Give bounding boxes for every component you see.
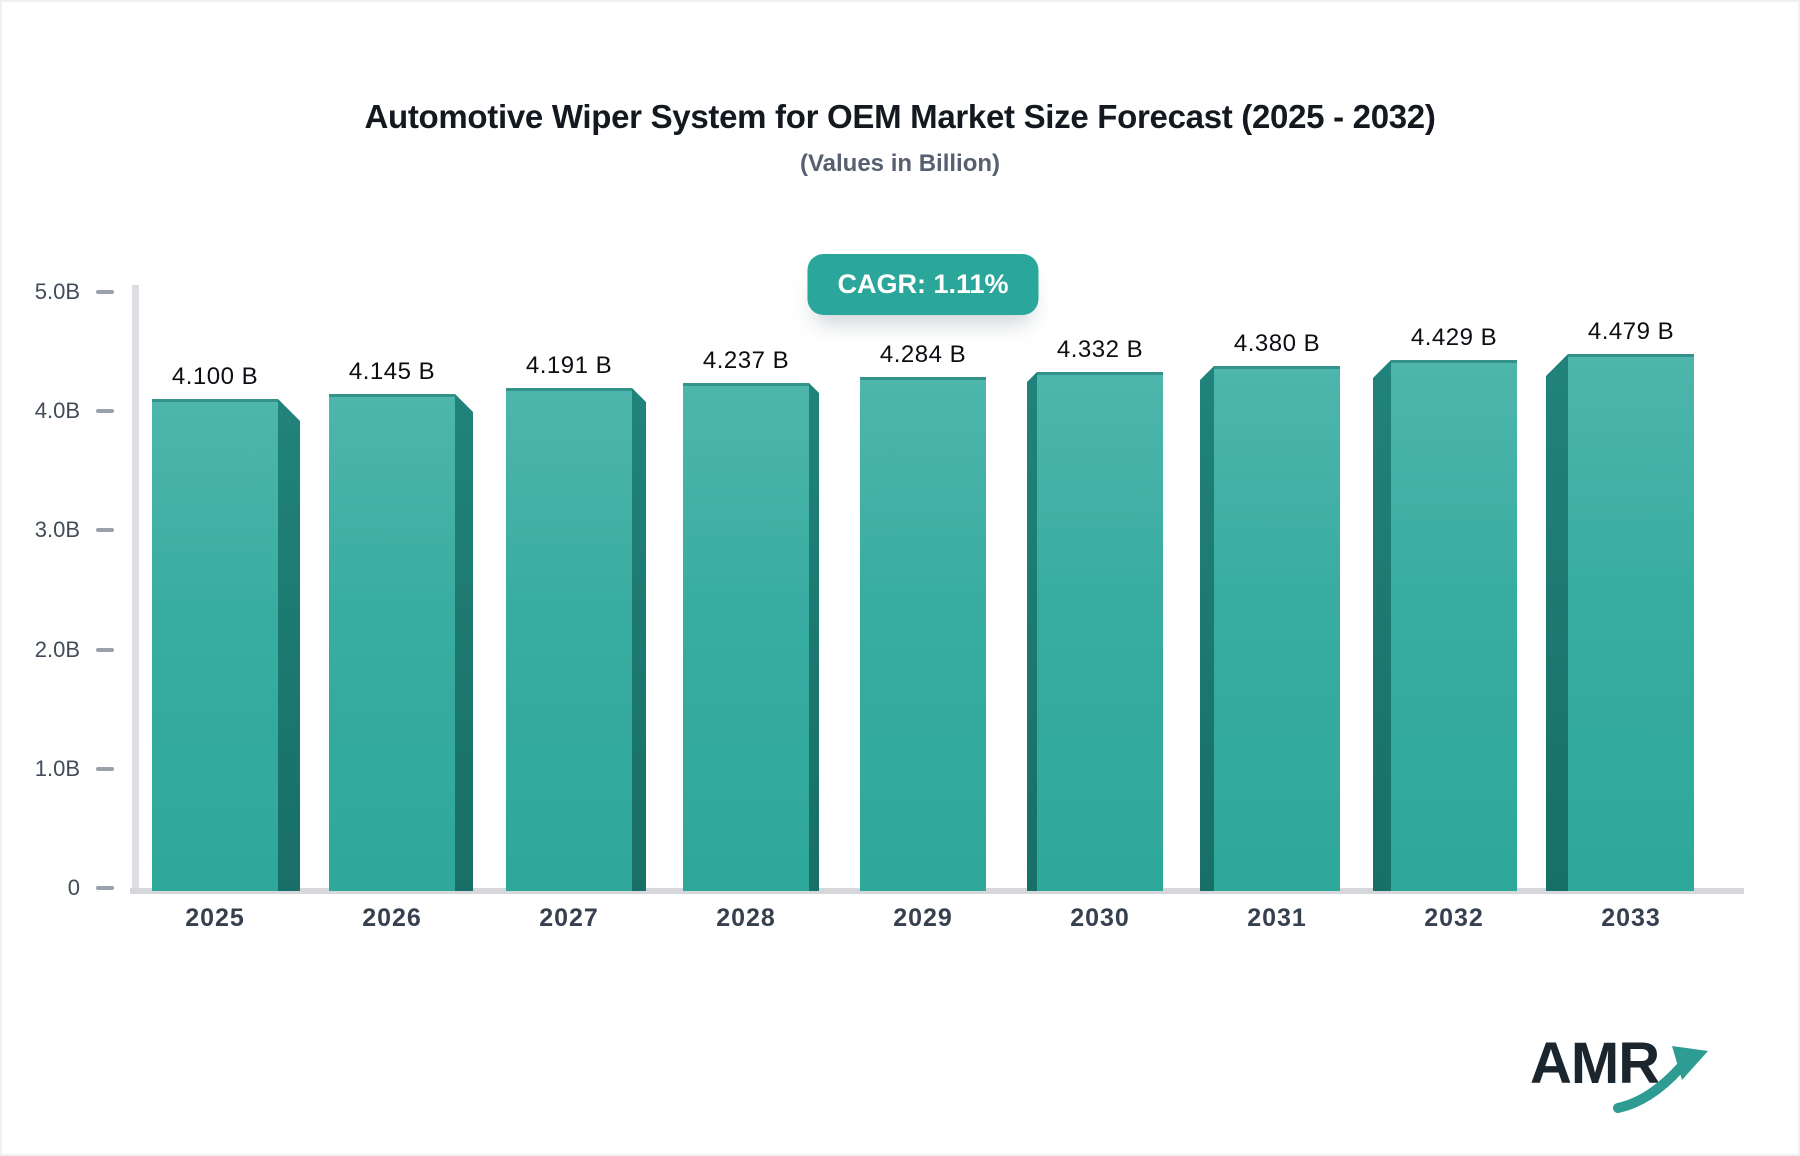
bar-value-label: 4.332 B [1056,336,1144,363]
bar-value-label: 4.100 B [171,363,259,390]
y-axis-line [132,285,139,893]
bar-face [860,377,986,891]
y-tick-label: 2.0B [34,637,80,662]
bar-face [1037,372,1163,891]
bar-side-shadow [809,383,819,891]
bar-2027 [506,388,646,891]
x-axis-category-label: 2025 [185,904,245,932]
x-axis-category-label: 2030 [1070,904,1130,932]
bar-face [1214,366,1340,891]
bar-2031 [1200,366,1340,891]
amr-logo-text: AMR [1530,1031,1660,1096]
bar-side-shadow [1546,354,1568,891]
bar-face [1568,354,1694,891]
bar-2028 [683,383,819,891]
bar-value-label: 4.237 B [702,347,790,374]
y-tick-mark [96,409,114,413]
bar-face [683,383,809,891]
bar-side-shadow [632,388,646,891]
bar-value-label: 4.191 B [525,352,613,379]
bar-face [1391,360,1517,891]
x-axis-category-label: 2032 [1424,904,1484,932]
bar-value-label: 4.479 B [1587,318,1675,345]
bar-face [506,388,632,891]
chart-subtitle: (Values in Billion) [799,150,1001,177]
bar-2029 [860,377,986,891]
bar-2033 [1546,354,1694,891]
bar-2030 [1027,372,1163,891]
chart-title: Automotive Wiper System for OEM Market S… [364,98,1436,135]
y-tick-mark [96,290,114,294]
x-axis-category-label: 2029 [893,904,953,932]
y-tick-label: 5.0B [34,279,80,304]
bar-side-shadow [278,399,300,891]
y-tick-label: 3.0B [34,517,80,542]
y-tick-label: 1.0B [34,756,80,781]
growth-arrow-icon [1613,1046,1708,1113]
bar-value-label: 4.284 B [879,341,967,368]
bar-2025 [152,399,300,891]
x-axis-category-label: 2026 [362,904,422,932]
amr-logo: AMR [1530,1030,1780,1122]
x-axis-line [130,888,1744,894]
bar-2026 [329,394,473,891]
bar-face [152,399,278,891]
bar-value-label: 4.429 B [1410,324,1498,351]
y-tick-mark [96,528,114,532]
bar-side-shadow [1373,360,1391,891]
bar-face [329,394,455,891]
y-tick-label: 4.0B [34,398,80,423]
y-tick-mark [96,886,114,890]
y-tick-mark [96,767,114,771]
bar-side-shadow [455,394,473,891]
bar-value-label: 4.145 B [348,358,436,385]
bar-side-shadow [1200,366,1214,891]
x-axis-category-label: 2028 [716,904,776,932]
y-tick-mark [96,648,114,652]
bar-side-shadow [1027,372,1037,891]
x-axis-category-label: 2033 [1601,904,1661,932]
x-axis-category-label: 2031 [1247,904,1307,932]
bar-2032 [1373,360,1517,891]
x-axis-category-label: 2027 [539,904,599,932]
bar-value-label: 4.380 B [1233,330,1321,357]
cagr-badge: CAGR: 1.11% [807,254,1039,315]
y-tick-label: 0 [67,875,80,900]
